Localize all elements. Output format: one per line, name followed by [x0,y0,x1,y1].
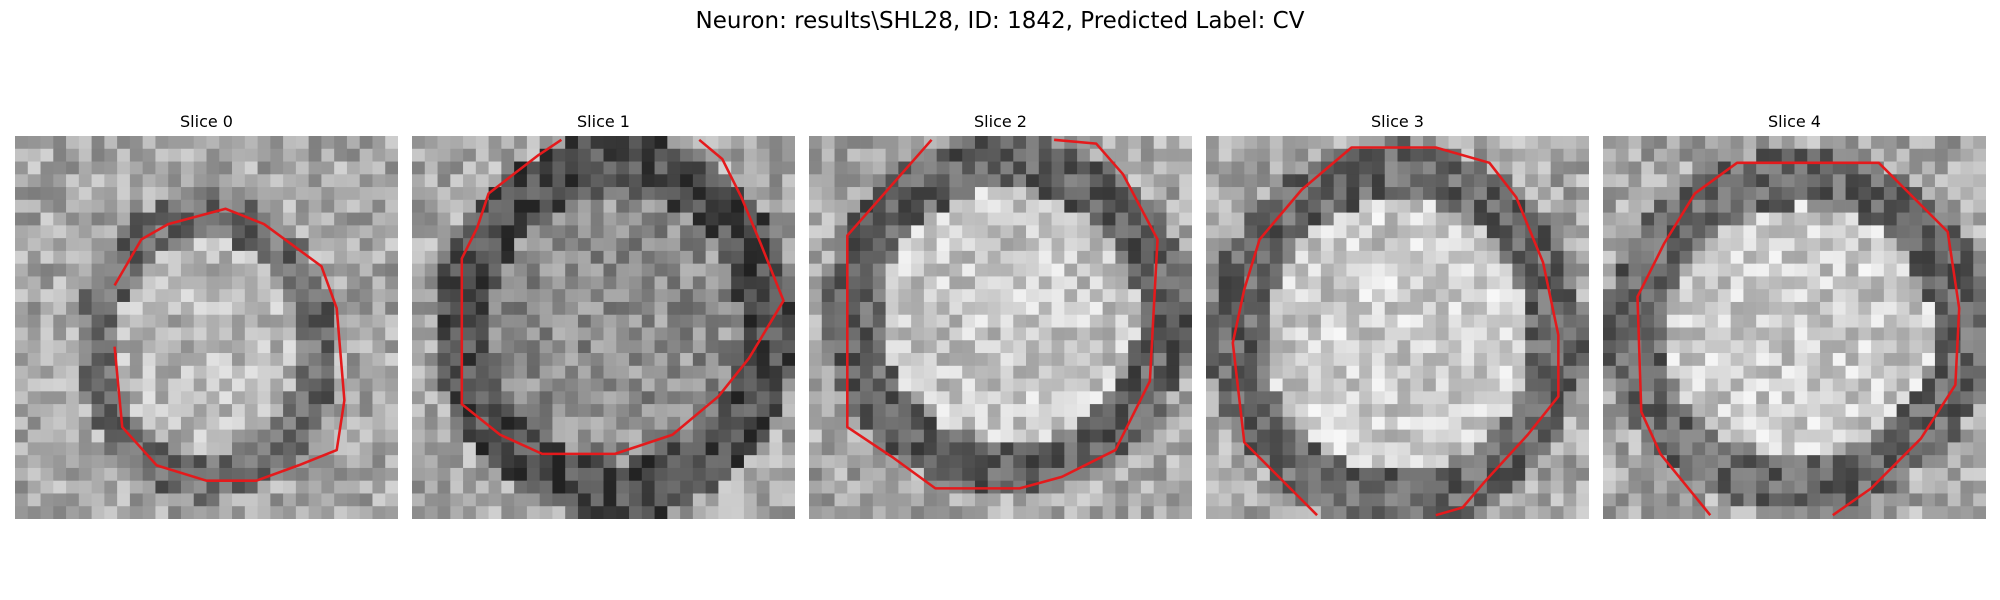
figure-title: Neuron: results\SHL28, ID: 1842, Predict… [695,8,1305,34]
slice-panel-1: Slice 1 [412,110,795,519]
cell-contour [460,138,785,456]
cell-contour [1636,161,1961,517]
slice-panel-2: Slice 2 [809,110,1192,519]
slice-title: Slice 2 [974,112,1027,131]
pixel-grid [1603,136,1986,519]
slice-title: Slice 0 [180,112,233,131]
cell-contour [846,138,1159,490]
cell-contour [113,207,346,482]
slice-panel-4: Slice 4 [1603,110,1986,519]
slice-image [1206,136,1589,519]
slice-image [15,136,398,519]
slice-image [809,136,1192,519]
cell-contour [1231,146,1560,517]
slice-image [1603,136,1986,519]
pixel-grid [412,136,795,519]
slice-title: Slice 1 [577,112,630,131]
slice-title: Slice 4 [1768,112,1821,131]
slice-panel-3: Slice 3 [1206,110,1589,519]
pixel-grid [15,136,398,519]
slice-title: Slice 3 [1371,112,1424,131]
slice-image [412,136,795,519]
slice-panel-0: Slice 0 [15,110,398,519]
